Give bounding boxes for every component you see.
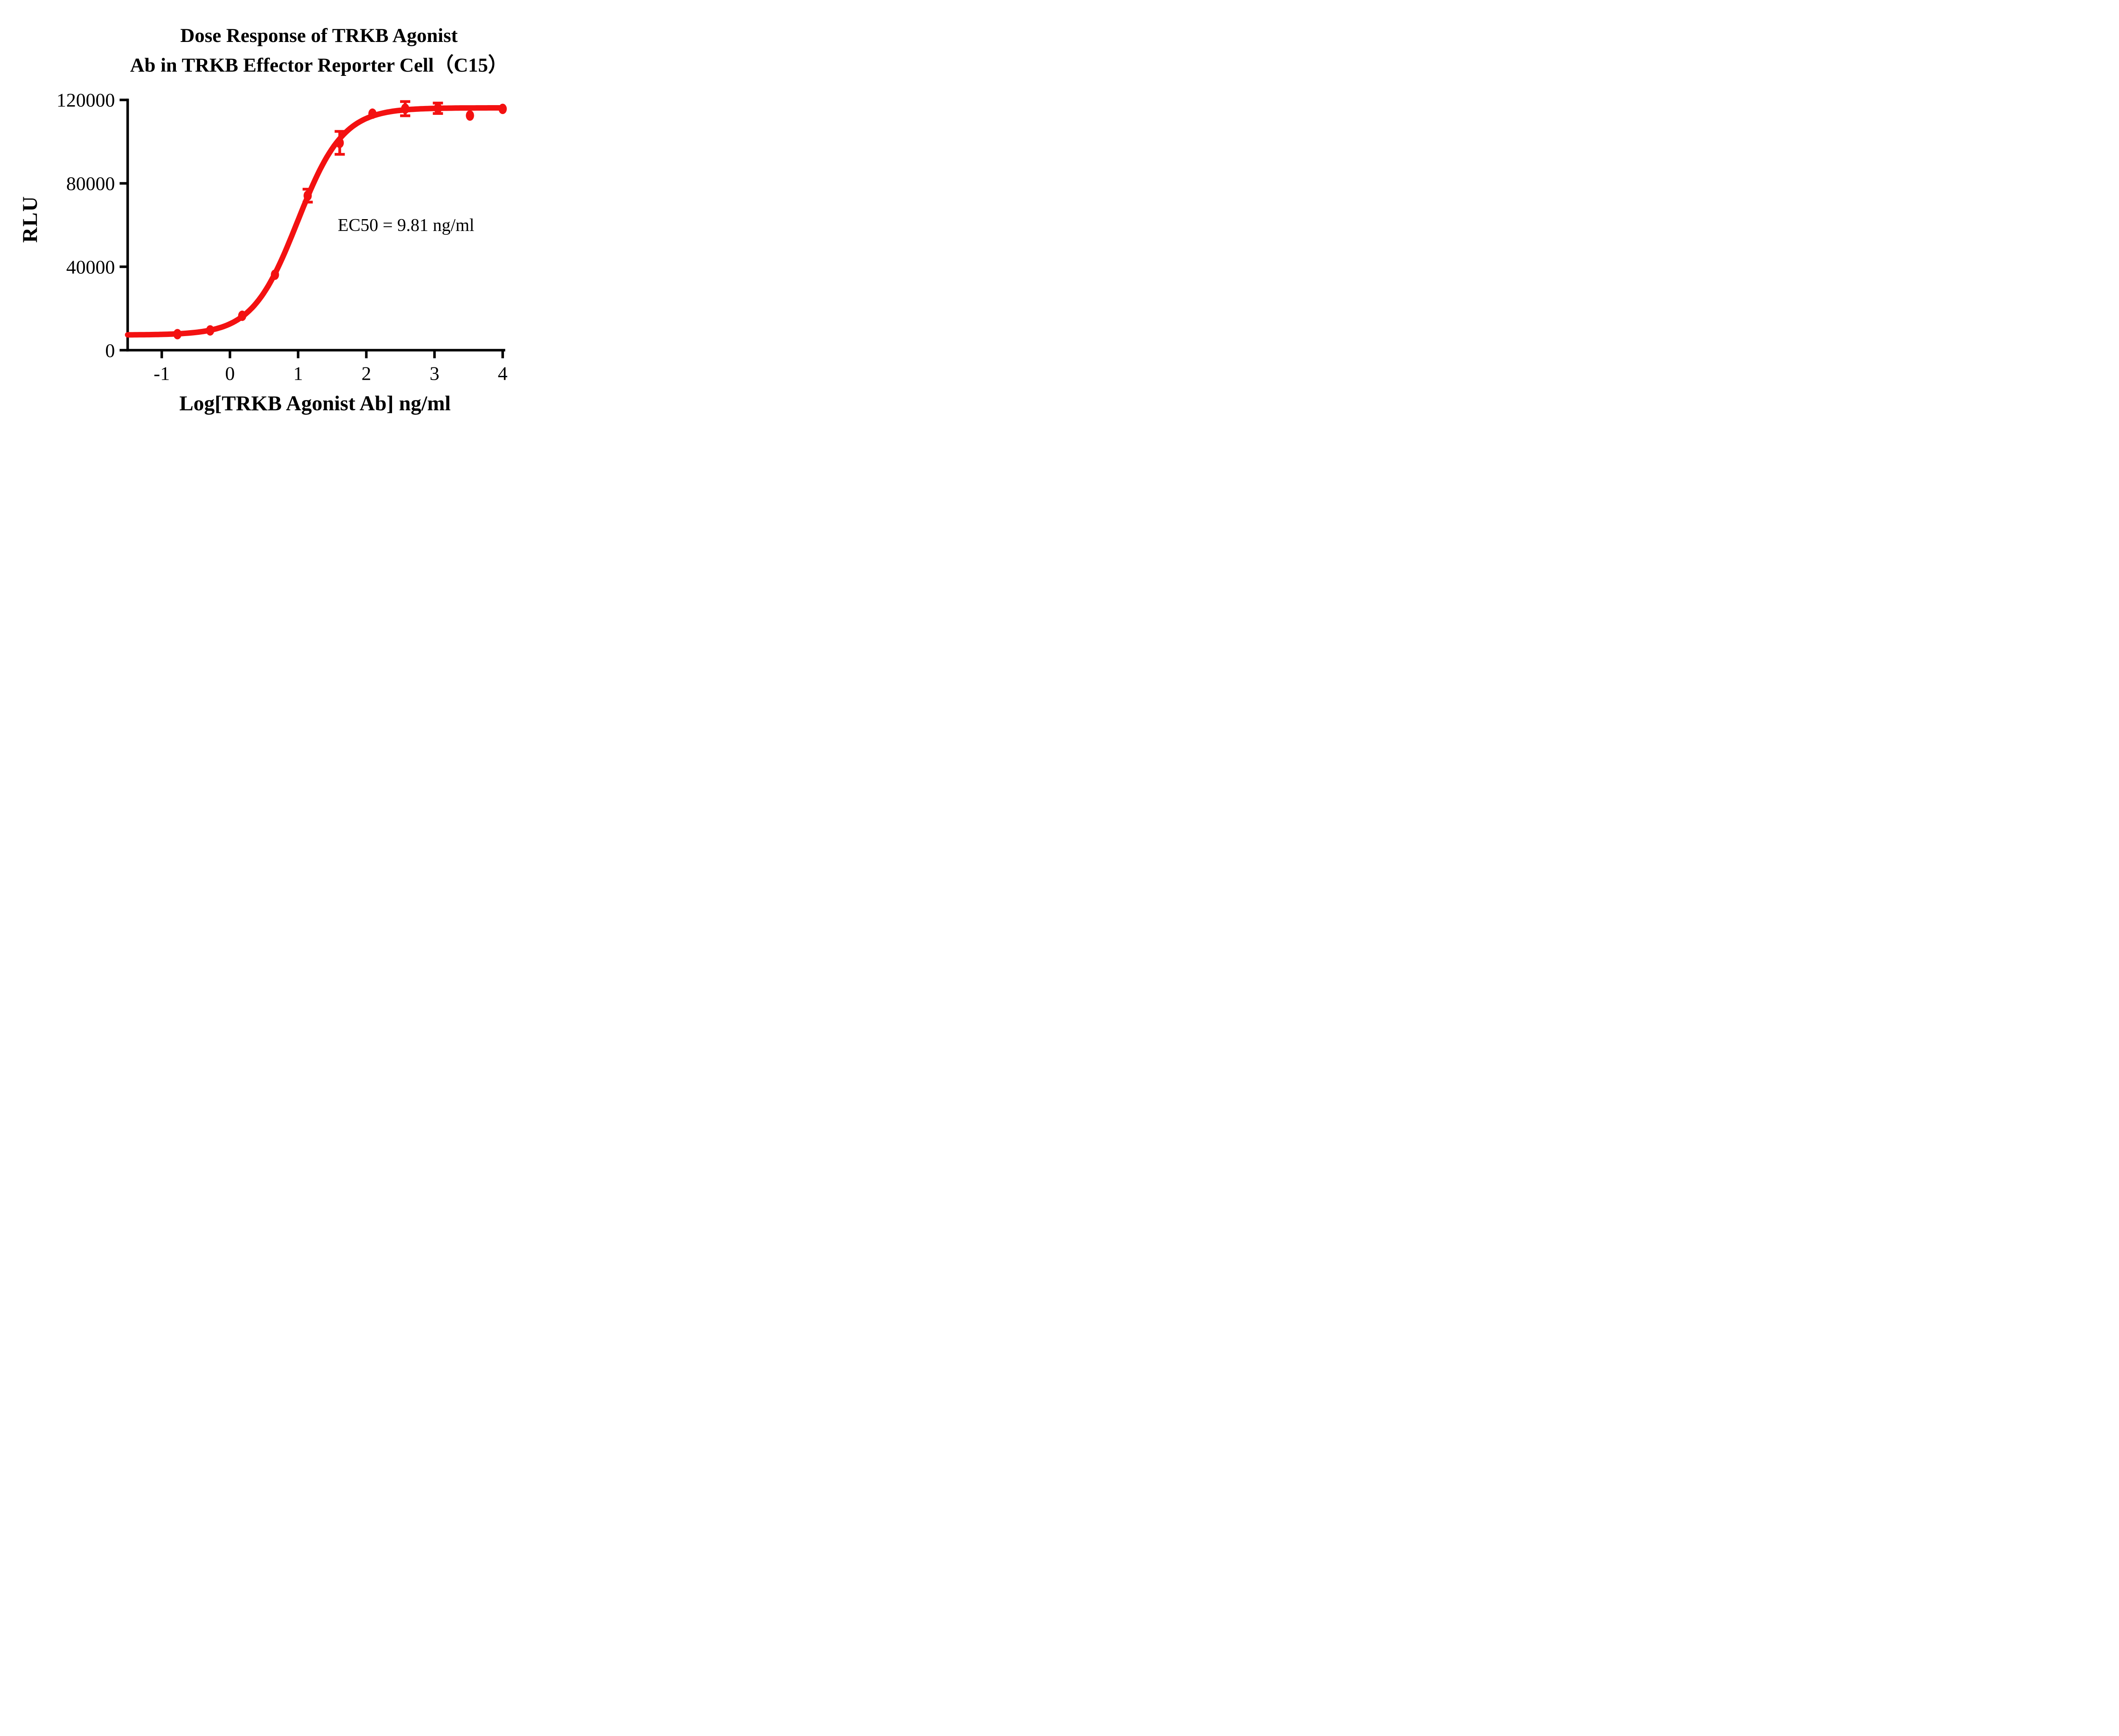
- data-point: [434, 103, 442, 114]
- x-tick-label: 0: [225, 362, 235, 384]
- dose-response-figure: Dose Response of TRKB Agonist Ab in TRKB…: [0, 0, 567, 434]
- y-tick-label: 80000: [66, 173, 115, 195]
- data-point: [335, 137, 344, 148]
- data-point: [498, 103, 507, 114]
- data-point: [271, 269, 279, 280]
- chart-title-line2: Ab in TRKB Effector Reporter Cell（C15）: [130, 54, 508, 76]
- plot-canvas: 0 40000 80000 120000 -1 0 1 2 3 4: [56, 89, 508, 384]
- chart-title-line1: Dose Response of TRKB Agonist: [180, 25, 458, 47]
- chart-title: Dose Response of TRKB Agonist Ab in TRKB…: [109, 21, 528, 80]
- y-tick-label: 0: [105, 339, 115, 361]
- data-point: [368, 108, 377, 119]
- x-tick-label: -1: [154, 362, 170, 384]
- y-tick-label: 120000: [56, 89, 115, 111]
- x-axis-label: Log[TRKB Agonist Ab] ng/ml: [179, 391, 451, 415]
- x-tick-label: 3: [430, 362, 439, 384]
- data-point: [238, 310, 247, 321]
- y-tick-label: 40000: [66, 256, 115, 278]
- data-point: [206, 325, 214, 336]
- fit-curve: [125, 105, 506, 338]
- data-point: [173, 329, 182, 339]
- data-point: [303, 190, 312, 201]
- x-tick-label: 2: [362, 362, 371, 384]
- data-point: [401, 103, 409, 114]
- data-point: [466, 110, 474, 121]
- ec50-annotation: EC50 = 9.81 ng/ml: [337, 216, 475, 236]
- x-tick-label: 1: [293, 362, 303, 384]
- x-tick-label: 4: [498, 362, 508, 384]
